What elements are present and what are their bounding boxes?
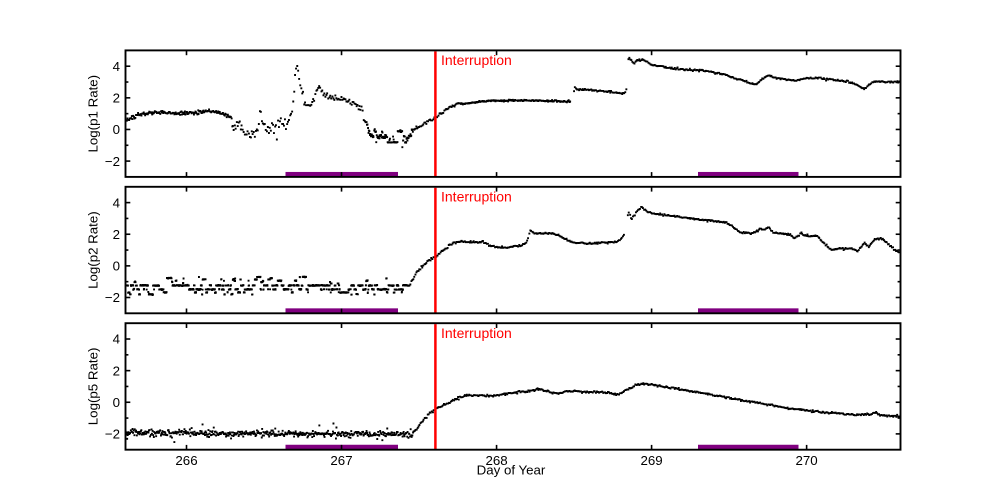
svg-text:Log(p5 Rate): Log(p5 Rate) — [85, 348, 100, 426]
svg-text:269: 269 — [641, 453, 663, 468]
svg-text:−2: −2 — [105, 290, 120, 305]
svg-text:267: 267 — [330, 453, 352, 468]
svg-text:Interruption: Interruption — [441, 325, 512, 341]
svg-text:4: 4 — [113, 195, 120, 210]
svg-text:Interruption: Interruption — [441, 188, 512, 204]
svg-text:−2: −2 — [105, 154, 120, 169]
svg-text:268: 268 — [486, 453, 508, 468]
svg-text:Interruption: Interruption — [441, 52, 512, 68]
svg-text:−2: −2 — [105, 427, 120, 442]
svg-text:0: 0 — [113, 395, 120, 410]
svg-text:4: 4 — [113, 332, 120, 347]
svg-text:Day of Year: Day of Year — [477, 463, 546, 478]
svg-text:270: 270 — [796, 453, 818, 468]
svg-text:2: 2 — [113, 363, 120, 378]
svg-text:4: 4 — [113, 59, 120, 74]
svg-text:0: 0 — [113, 259, 120, 274]
svg-text:Log(p2 Rate): Log(p2 Rate) — [85, 211, 100, 289]
svg-text:2: 2 — [113, 91, 120, 106]
svg-text:0: 0 — [113, 122, 120, 137]
svg-text:266: 266 — [175, 453, 197, 468]
svg-text:2: 2 — [113, 227, 120, 242]
svg-text:Log(p1 Rate): Log(p1 Rate) — [85, 75, 100, 153]
